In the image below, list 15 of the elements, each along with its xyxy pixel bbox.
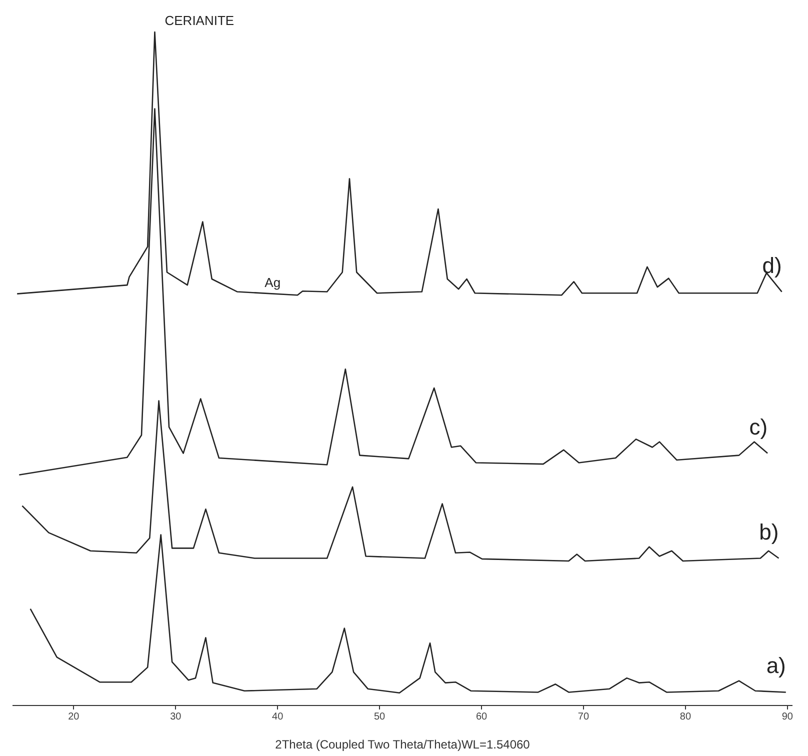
x-tick-label: 30 [170, 712, 182, 722]
series-label: b) [759, 519, 779, 544]
annotation: Ag [264, 274, 281, 290]
series-label: c) [749, 414, 768, 440]
series-label: d) [762, 252, 782, 278]
x-tick-label: 20 [68, 712, 80, 722]
x-tick-label: 90 [782, 712, 794, 722]
x-axis-title: 2Theta (Coupled Two Theta/Theta)WL=1.54060 [275, 738, 530, 752]
series-label: a) [766, 653, 786, 678]
x-tick-label: 40 [272, 712, 284, 722]
x-tick-label: 80 [680, 712, 692, 722]
x-tick-label: 70 [578, 712, 590, 722]
annotation: CERIANITE [164, 13, 234, 28]
x-tick-label: 60 [476, 712, 488, 722]
x-tick-label: 50 [374, 712, 386, 722]
